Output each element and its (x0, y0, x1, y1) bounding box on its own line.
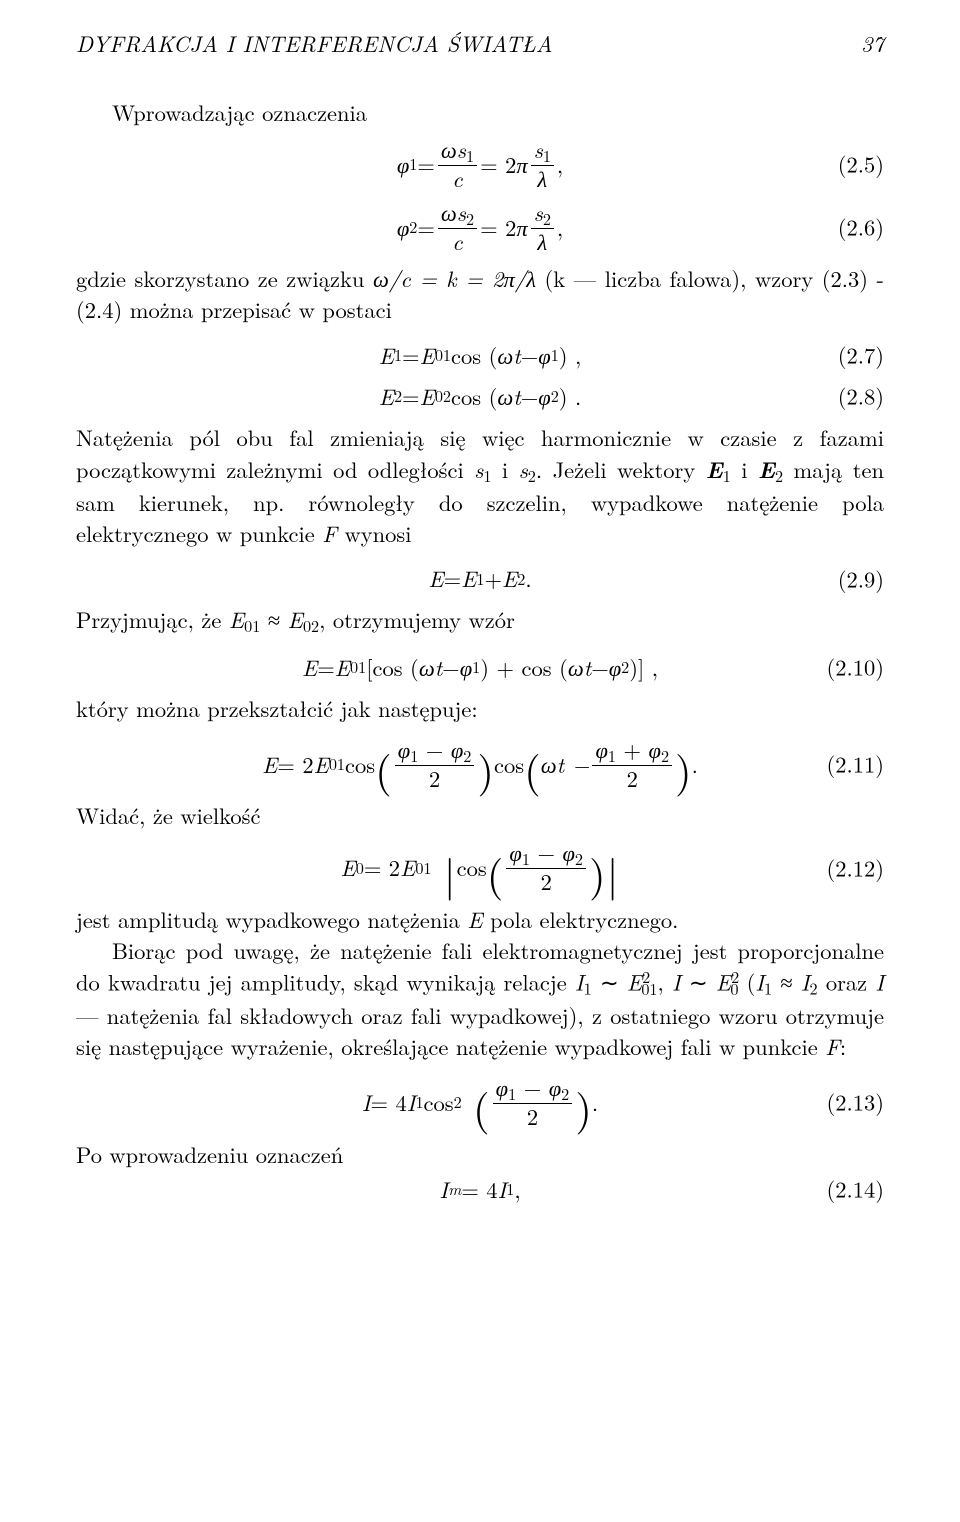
equation-number: (2.11) (826, 749, 884, 780)
intro-text: Wprowadzając oznaczenia (76, 97, 884, 128)
text-after-2-10: który można przekształcić jak następuje: (76, 693, 884, 724)
text-after-2-9: Przyjmując, że E01 ≈ E02, otrzymujemy wz… (76, 604, 884, 637)
equation-2-8: E2 = E02 cos (ωt − φ2) . (2.8) (76, 381, 884, 412)
equation-number: (2.7) (838, 340, 884, 371)
equation-2-13: I = 4I1 cos2 ( φ1 − φ22 ) . (2.13) (76, 1076, 884, 1129)
running-header: DYFRAKCJA I INTERFERENCJA ŚWIATŁA 37 (76, 28, 884, 59)
equation-2-5: φ1 = ωs1c = 2π s1λ , (2.5) (76, 138, 884, 191)
text-after-2-6: gdzie skorzystano ze związku ω/c = k = 2… (76, 263, 884, 325)
equation-number: (2.9) (838, 563, 884, 594)
header-page-number: 37 (861, 28, 884, 59)
text-widac: Widać, że wielkość (76, 800, 884, 831)
equation-2-12: E0 = 2E01 | cos ( φ1 − φ22 ) | (2.12) (76, 841, 884, 894)
text-biorac: Biorąc pod uwagę, że natężenie fali elek… (76, 935, 884, 1062)
equation-number: (2.6) (838, 212, 884, 243)
equation-2-7: E1 = E01 cos (ωt − φ1) , (2.7) (76, 340, 884, 371)
equation-2-11: E = 2E01 cos ( φ1 − φ22 ) cos ( ωt − φ1 … (76, 738, 884, 791)
equation-2-6: φ2 = ωs2c = 2π s2λ , (2.6) (76, 201, 884, 254)
equation-number: (2.10) (826, 652, 884, 683)
equation-number: (2.8) (838, 381, 884, 412)
page: DYFRAKCJA I INTERFERENCJA ŚWIATŁA 37 Wpr… (0, 0, 960, 1522)
equation-number: (2.12) (826, 852, 884, 883)
equation-number: (2.13) (826, 1087, 884, 1118)
equation-2-9: E = E1 + E2. (2.9) (76, 563, 884, 594)
equation-number: (2.5) (838, 149, 884, 180)
equation-2-14: Im = 4I1, (2.14) (76, 1174, 884, 1205)
text-po-wprowadzeniu: Po wprowadzeniu oznaczeń (76, 1139, 884, 1170)
equation-2-10: E = E01 [cos (ωt − φ1) + cos (ωt − φ2)] … (76, 652, 884, 683)
text-after-2-8: Natężenia pól obu fal zmieniają się więc… (76, 422, 884, 550)
header-title: DYFRAKCJA I INTERFERENCJA ŚWIATŁA (76, 28, 552, 59)
text-after-2-12: jest amplitudą wypadkowego natężenia E p… (76, 904, 884, 935)
equation-number: (2.14) (826, 1174, 884, 1205)
